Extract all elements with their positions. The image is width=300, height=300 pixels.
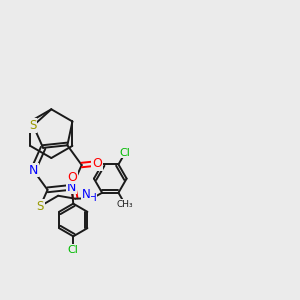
Text: N: N <box>28 164 38 177</box>
Text: N: N <box>82 188 90 201</box>
Text: CH₃: CH₃ <box>117 200 134 209</box>
Text: Cl: Cl <box>120 148 130 158</box>
Text: S: S <box>29 119 37 132</box>
Text: H: H <box>89 193 97 203</box>
Text: S: S <box>37 200 44 213</box>
Text: O: O <box>68 171 77 184</box>
Text: N: N <box>67 181 76 194</box>
Text: Cl: Cl <box>68 245 79 255</box>
Text: O: O <box>92 157 102 170</box>
